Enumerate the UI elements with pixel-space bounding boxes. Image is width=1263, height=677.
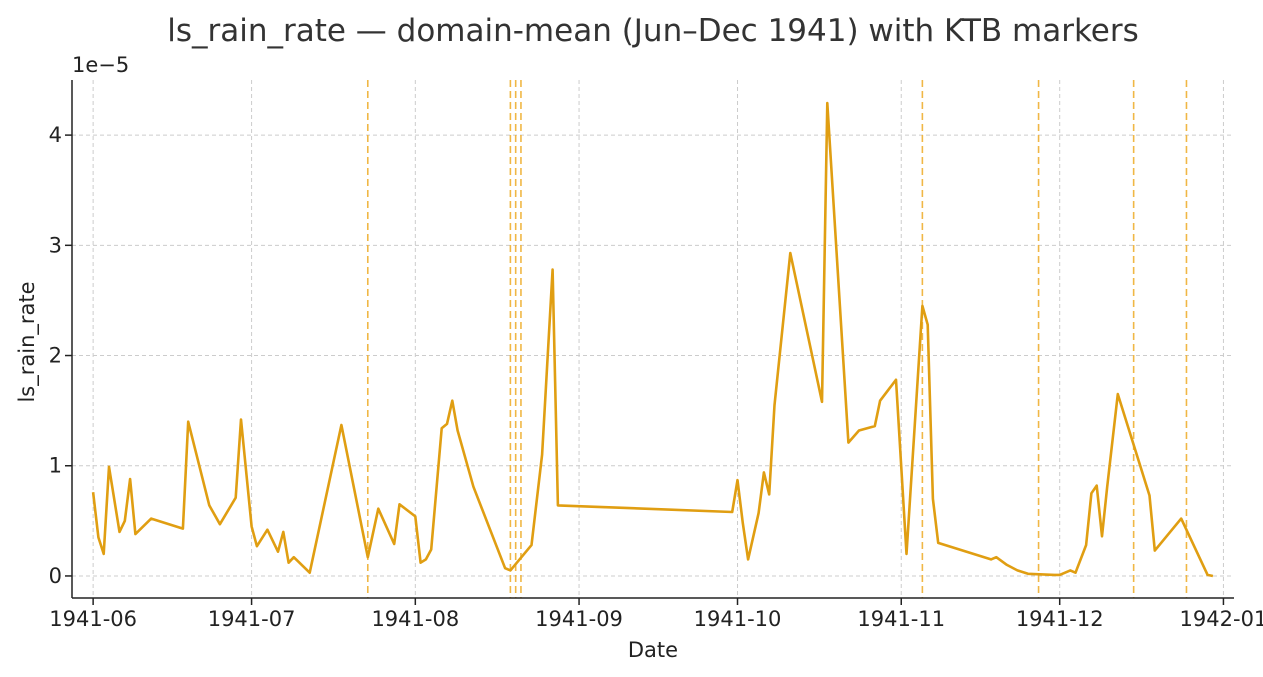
x-tick-label: 1941-08 [371, 607, 459, 631]
y-tick-label: 3 [49, 233, 62, 257]
y-scale-label: 1e−5 [72, 53, 129, 77]
chart-title: ls_rain_rate — domain-mean (Jun–Dec 1941… [167, 13, 1139, 49]
y-tick-label: 4 [49, 123, 62, 147]
y-axis-label: ls_rain_rate [15, 281, 40, 402]
y-tick-label: 2 [49, 344, 62, 368]
x-tick-label: 1941-06 [49, 607, 137, 631]
axes [65, 80, 1234, 605]
x-tick-label: 1941-11 [857, 607, 945, 631]
x-tick-label: 1941-07 [208, 607, 296, 631]
x-tick-label: 1941-10 [694, 607, 782, 631]
x-tick-label: 1941-12 [1016, 607, 1104, 631]
tick-labels: 1941-06 1941-07 1941-08 1941-09 1941-10 1941-… [49, 123, 1263, 631]
x-tick-label: 1941-09 [535, 607, 623, 631]
grid-lines [72, 80, 1234, 598]
ktb-markers [366, 80, 1188, 598]
x-tick-label: 1942-01 [1180, 607, 1263, 631]
x-axis-label: Date [628, 638, 678, 662]
series-line [91, 101, 1214, 578]
y-tick-label: 0 [49, 564, 62, 588]
series-layer [91, 101, 1214, 578]
y-tick-label: 1 [49, 454, 62, 478]
